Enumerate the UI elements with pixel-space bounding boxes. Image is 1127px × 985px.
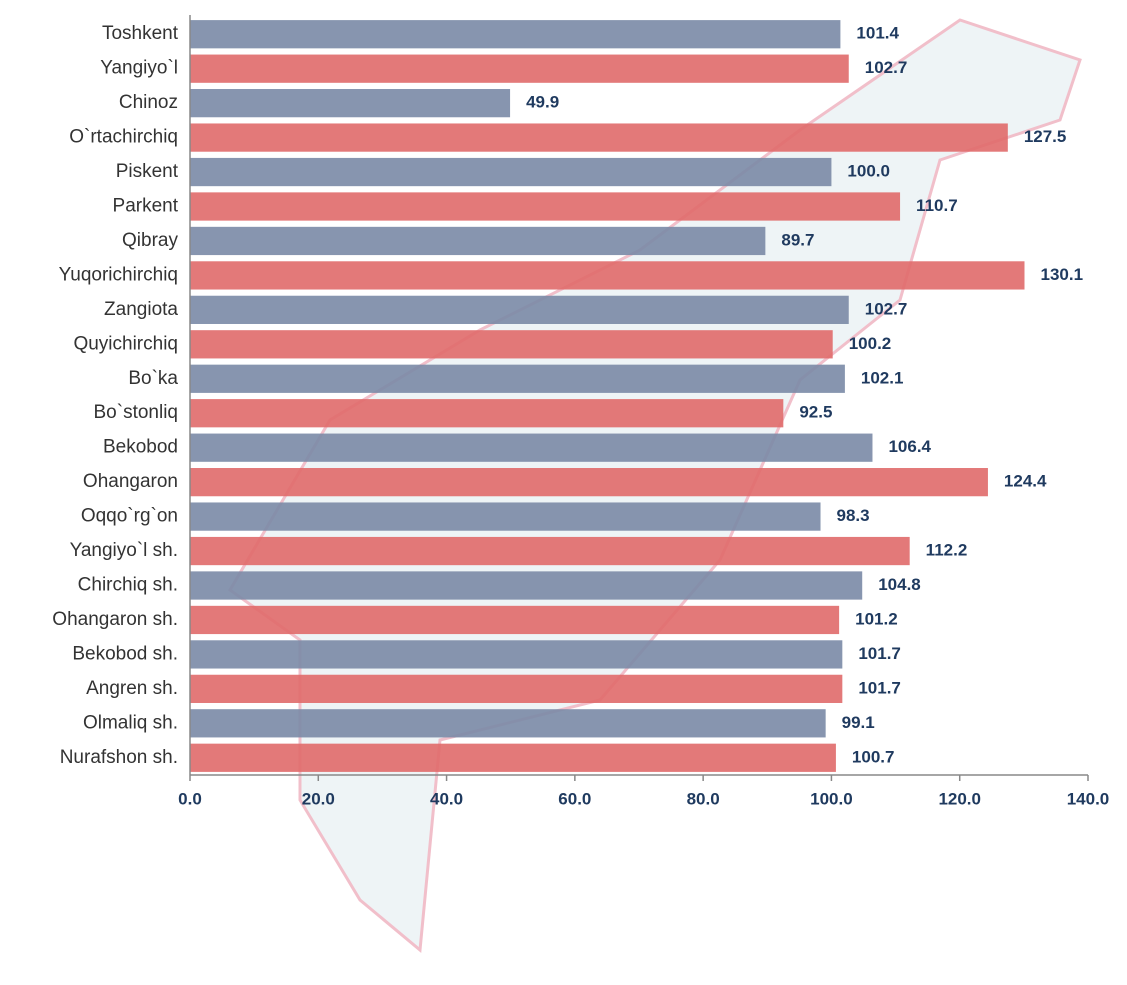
category-label: Ohangaron — [83, 471, 178, 492]
bar — [190, 468, 988, 497]
bar — [190, 605, 840, 635]
value-label: 104.8 — [878, 575, 921, 594]
bar — [190, 364, 845, 393]
category-label: Yangiyo`l sh. — [70, 540, 178, 561]
category-label: Toshkent — [102, 23, 179, 44]
category-label: Yangiyo`l — [100, 58, 178, 79]
value-label: 110.7 — [916, 196, 958, 215]
x-tick-label: 40.0 — [430, 789, 463, 808]
x-tick-label: 100.0 — [810, 789, 853, 808]
bar — [190, 157, 832, 187]
bar — [190, 674, 843, 703]
bar — [190, 192, 901, 221]
value-label: 101.2 — [855, 609, 898, 628]
category-label: Chinoz — [119, 92, 178, 113]
category-label: Angren sh. — [86, 678, 178, 699]
x-tick-label: 60.0 — [558, 789, 591, 808]
bar — [190, 123, 1008, 152]
bar — [190, 295, 849, 324]
bar — [190, 743, 836, 772]
bar — [190, 433, 873, 462]
value-label: 106.4 — [888, 437, 931, 456]
value-label: 89.7 — [781, 230, 814, 249]
value-label: 99.1 — [842, 713, 875, 732]
bar — [190, 571, 863, 600]
bar — [190, 20, 841, 49]
value-label: 130.1 — [1040, 265, 1083, 284]
category-label: Parkent — [113, 196, 179, 217]
bar — [190, 226, 766, 256]
x-tick-label: 80.0 — [687, 789, 720, 808]
bar — [190, 330, 833, 359]
x-tick-label: 0.0 — [178, 789, 202, 808]
category-label: Piskent — [116, 161, 179, 182]
value-label: 101.4 — [856, 24, 899, 43]
value-label: 124.4 — [1004, 472, 1047, 491]
value-label: 49.9 — [526, 93, 559, 112]
bar — [190, 640, 843, 669]
category-label: O`rtachirchiq — [69, 127, 178, 148]
category-label: Ohangaron sh. — [52, 609, 178, 630]
x-tick-label: 140.0 — [1067, 789, 1110, 808]
value-label: 102.7 — [865, 299, 908, 318]
bar — [190, 502, 821, 531]
value-label: 98.3 — [837, 506, 870, 525]
value-label: 100.7 — [852, 747, 895, 766]
category-label: Bo`ka — [128, 368, 178, 389]
category-label: Zangiota — [104, 299, 178, 320]
value-label: 102.7 — [865, 58, 908, 77]
value-label: 92.5 — [799, 403, 832, 422]
category-label: Qibray — [122, 230, 178, 251]
bar — [190, 709, 826, 738]
value-label: 112.2 — [926, 541, 968, 560]
bar — [190, 89, 511, 118]
value-label: 102.1 — [861, 368, 904, 387]
bar — [190, 536, 910, 566]
value-label: 100.2 — [849, 334, 892, 353]
value-label: 100.0 — [847, 162, 890, 181]
category-label: Quyichirchiq — [73, 333, 178, 354]
value-label: 127.5 — [1024, 127, 1067, 146]
category-label: Oqqo`rg`on — [81, 506, 178, 527]
category-label: Chirchiq sh. — [78, 575, 178, 596]
x-tick-label: 120.0 — [938, 789, 981, 808]
bar — [190, 54, 849, 83]
category-label: Bekobod sh. — [72, 643, 178, 664]
bar — [190, 261, 1025, 290]
category-label: Bekobod — [103, 437, 178, 458]
value-label: 101.7 — [858, 678, 901, 697]
x-tick-label: 20.0 — [302, 789, 335, 808]
value-label: 101.7 — [858, 644, 901, 663]
category-label: Bo`stonliq — [94, 402, 179, 423]
category-label: Yuqorichirchiq — [59, 264, 178, 285]
bar — [190, 399, 784, 428]
category-label: Nurafshon sh. — [60, 747, 178, 768]
category-label: Olmaliq sh. — [83, 712, 178, 733]
